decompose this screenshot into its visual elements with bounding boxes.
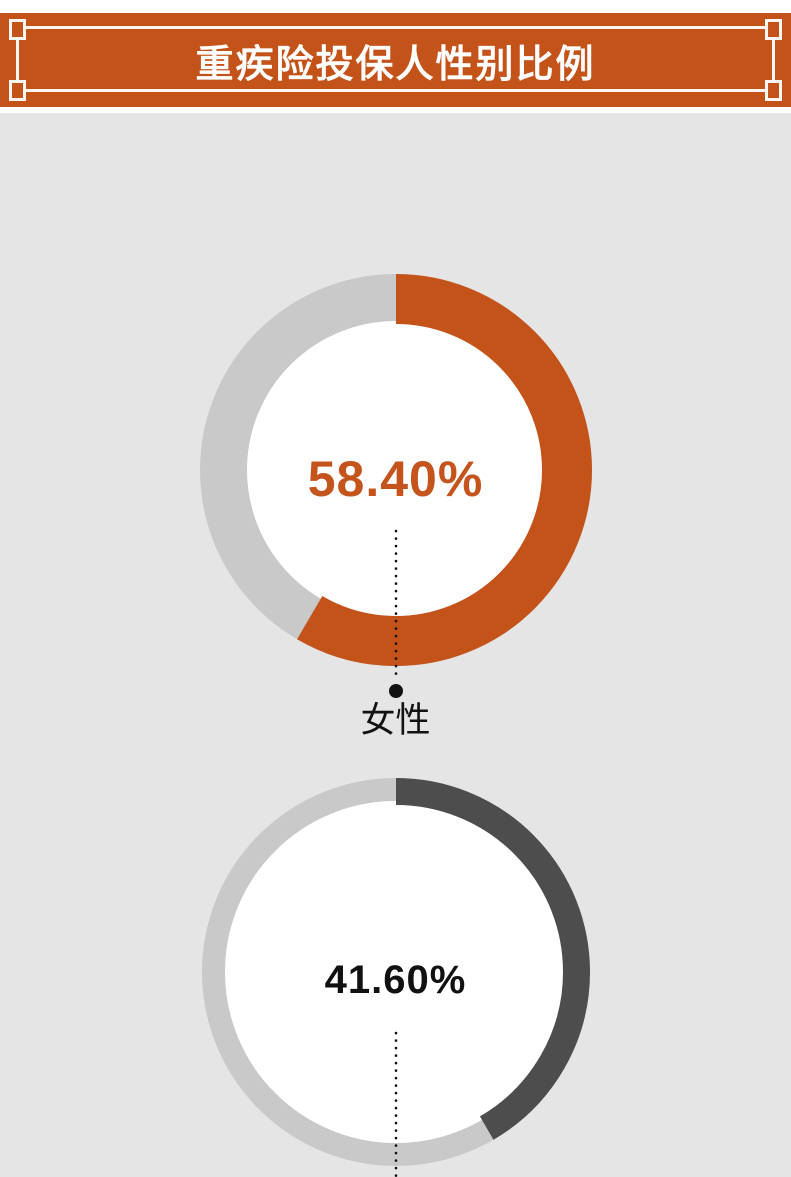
banner-frame-line-top — [17, 26, 774, 29]
title-banner: 重疾险投保人性别比例 — [0, 13, 791, 107]
male-donut-center — [224, 800, 568, 1144]
banner-corner-square — [765, 19, 782, 40]
female-connector-end-dot — [389, 684, 403, 698]
banner-frame-line-right — [772, 28, 775, 91]
female-percent-value: 58.40% — [307, 451, 484, 507]
male-donut-chart — [202, 778, 590, 1177]
banner-frame-line-left — [16, 28, 19, 91]
female-category-label: 女性 — [360, 701, 431, 740]
female-donut-chart — [200, 274, 592, 698]
page-title: 重疾险投保人性别比例 — [195, 43, 596, 86]
banner-frame-line-bottom — [17, 89, 774, 92]
male-donut-value-arc — [202, 778, 590, 1166]
female-donut-value-arc — [200, 274, 592, 666]
female-donut-center — [246, 320, 546, 620]
banner-corner-square — [9, 80, 26, 101]
chart-panel: 58.40% 41.60% 女性 男性 — [0, 113, 791, 1177]
banner-corner-square — [765, 80, 782, 101]
banner-corner-square — [9, 19, 26, 40]
male-percent-value: 41.60% — [324, 958, 467, 1002]
